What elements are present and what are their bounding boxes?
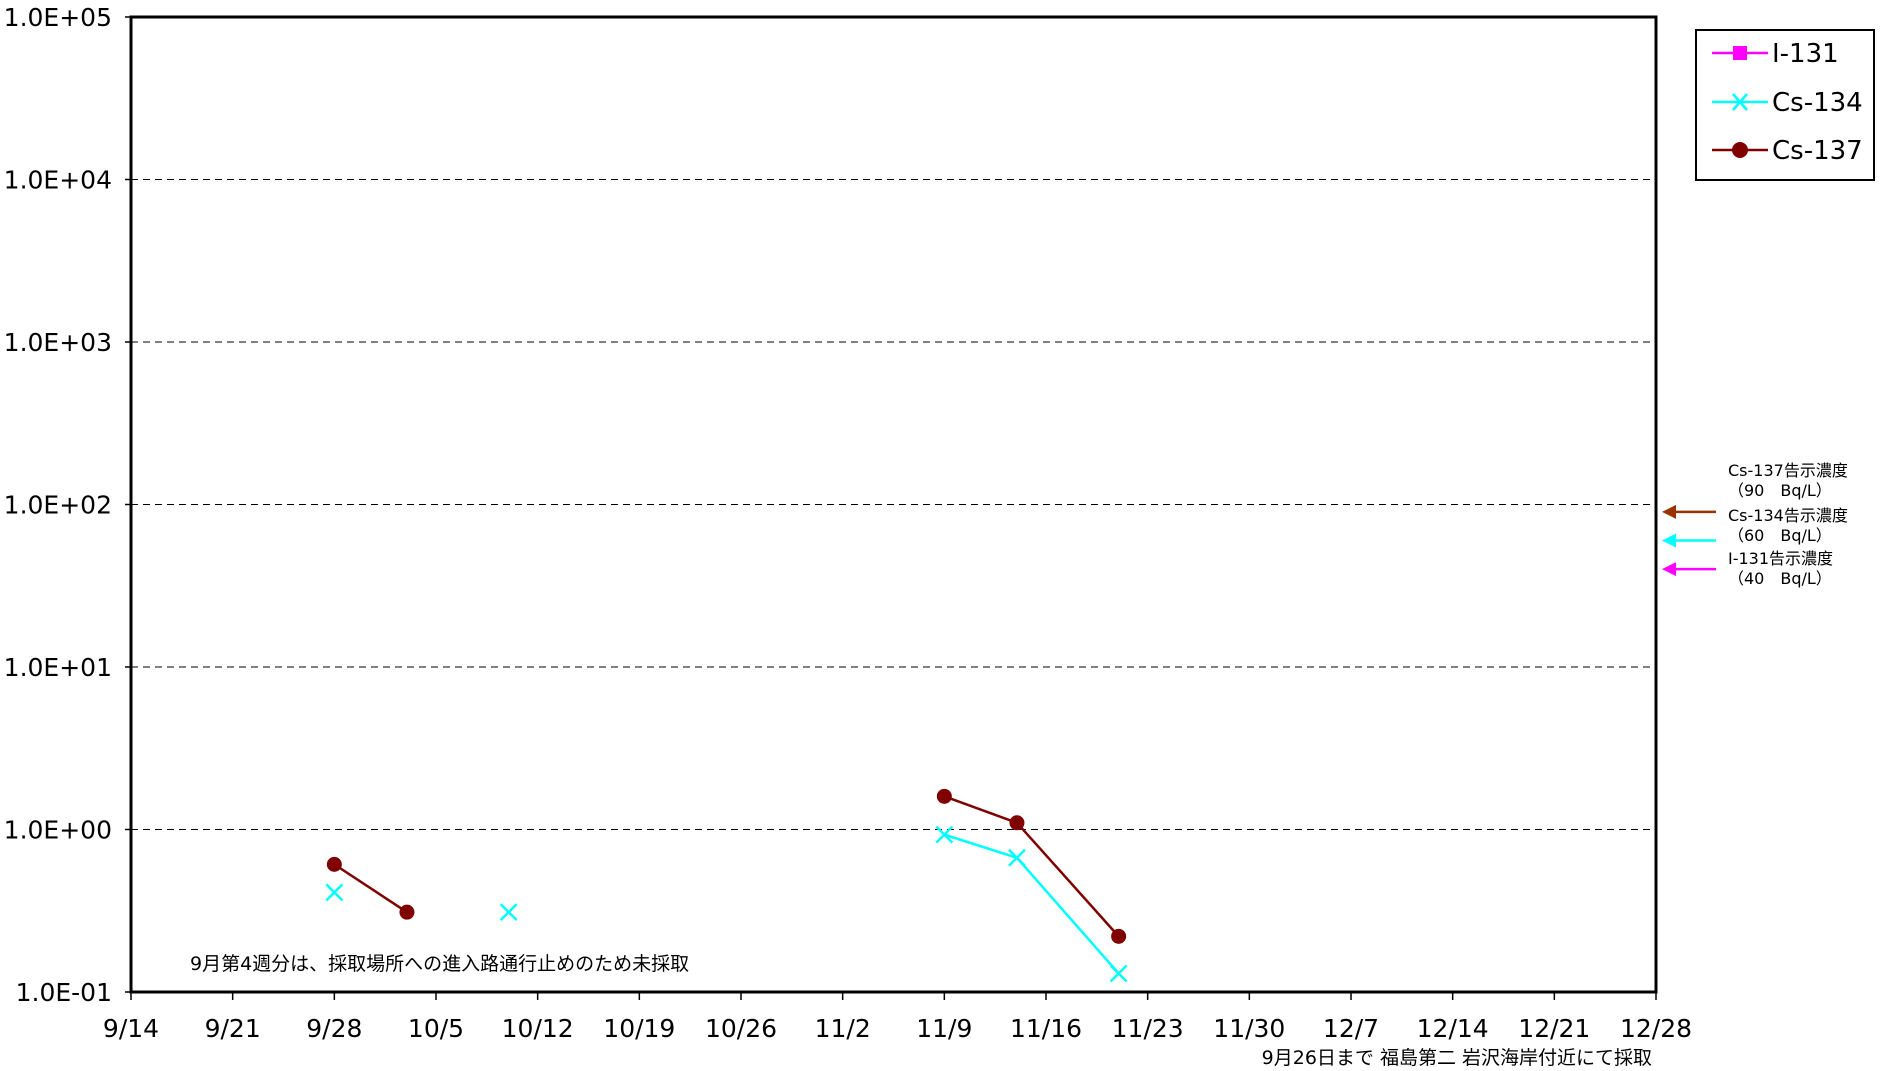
y-tick-label: 1.0E+03: [4, 328, 112, 357]
x-tick-label: 9/28: [306, 1014, 362, 1043]
legend-label-cs134: Cs-134: [1772, 88, 1863, 118]
data-point: [935, 825, 954, 844]
x-tick-label: 9/14: [103, 1014, 159, 1043]
x-tick-label: 11/30: [1213, 1014, 1285, 1043]
x-marker-icon: [1732, 93, 1748, 111]
gridlines: [131, 179, 1656, 830]
legend-label-i131: I-131: [1772, 39, 1839, 69]
square-marker-icon: [1733, 46, 1747, 60]
legend-item-cs134: Cs-134: [1712, 88, 1863, 118]
x-tick-label: 12/7: [1323, 1014, 1379, 1043]
x-tick-label: 11/9: [916, 1014, 972, 1043]
series-cs134: [325, 825, 1128, 983]
limit-value: （40 Bq/L）: [1728, 569, 1832, 588]
limit-label: Cs-137告示濃度: [1728, 461, 1848, 480]
legend-label-cs137: Cs-137: [1772, 136, 1863, 166]
x-tick-label: 12/14: [1417, 1014, 1489, 1043]
data-point: [1008, 848, 1026, 867]
y-tick-label: 1.0E+01: [4, 653, 112, 682]
x-tick-label: 10/26: [705, 1014, 777, 1043]
y-tick-label: 1.0E+00: [4, 816, 112, 845]
series-line: [333, 863, 408, 914]
data-point: [1009, 815, 1025, 831]
footer-note: 9月26日まで 福島第二 岩沢海岸付近にて採取: [1262, 1047, 1652, 1069]
circle-marker-icon: [1732, 142, 1748, 158]
x-tick-label: 10/19: [603, 1014, 675, 1043]
data-point: [499, 903, 518, 922]
arrow-left-icon: [1662, 562, 1676, 577]
x-tick-label: 10/5: [408, 1014, 464, 1043]
limit-value: （90 Bq/L）: [1728, 481, 1832, 500]
x-tick-label: 11/2: [815, 1014, 871, 1043]
legend: I-131 Cs-134 Cs-137: [1695, 29, 1875, 181]
limit-marker: Cs-134告示濃度（60 Bq/L）: [1662, 506, 1848, 548]
x-tick-label: 11/16: [1010, 1014, 1082, 1043]
limit-label: Cs-134告示濃度: [1728, 506, 1848, 525]
x-tick-label: 11/23: [1112, 1014, 1184, 1043]
x-tick-label: 12/28: [1620, 1014, 1692, 1043]
y-axis-tick-labels: 1.0E+05 1.0E+04 1.0E+03 1.0E+02 1.0E+01 1.0E+…: [4, 3, 131, 1007]
data-point: [936, 788, 952, 804]
arrow-left-icon: [1662, 504, 1676, 519]
legend-item-i131: I-131: [1712, 39, 1839, 69]
data-point: [326, 856, 342, 872]
limit-value: （60 Bq/L）: [1728, 526, 1832, 545]
limit-marker: I-131告示濃度（40 Bq/L）: [1662, 549, 1833, 588]
x-tick-label: 9/21: [205, 1014, 261, 1043]
limit-markers: Cs-137告示濃度（90 Bq/L）Cs-134告示濃度（60 Bq/L）I-…: [1662, 461, 1848, 588]
data-point: [399, 904, 415, 920]
x-tick-label: 10/12: [502, 1014, 574, 1043]
limit-marker: Cs-137告示濃度（90 Bq/L）: [1662, 461, 1848, 519]
data-point: [325, 883, 344, 902]
inside-note: 9月第4週分は、採取場所への進入路通行止めのため未採取: [190, 953, 689, 975]
legend-item-cs137: Cs-137: [1712, 136, 1863, 166]
data-point: [1111, 928, 1127, 944]
data-point: [1109, 964, 1128, 983]
arrow-left-icon: [1662, 533, 1676, 548]
legend-box: [1695, 29, 1875, 181]
y-tick-label: 1.0E+02: [4, 491, 112, 520]
x-axis-tick-labels: 9/14 9/21 9/28 10/5 10/12 10/19 10/26 11/2 11/9 1…: [103, 992, 1692, 1043]
series-cs137: [326, 788, 1127, 944]
y-tick-label: 1.0E+05: [4, 3, 112, 32]
y-tick-label: 1.0E-01: [16, 978, 112, 1007]
y-tick-label: 1.0E+04: [4, 166, 112, 195]
limit-label: I-131告示濃度: [1728, 549, 1833, 568]
series-layer: [325, 788, 1128, 983]
x-tick-label: 12/21: [1518, 1014, 1590, 1043]
